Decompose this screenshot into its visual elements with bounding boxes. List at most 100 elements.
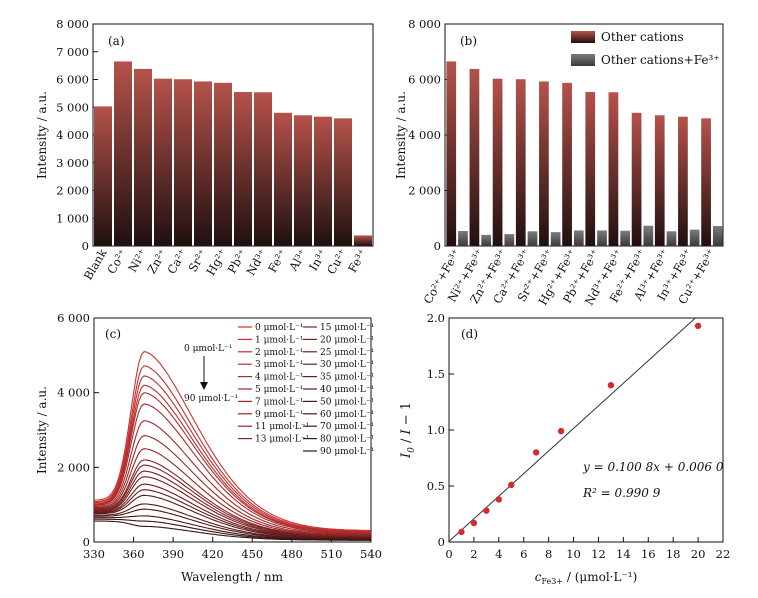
panel-c-xtick-label: 540 [360, 547, 382, 561]
panel-a-category-label: Ca²⁺ [164, 247, 189, 277]
data-point [508, 481, 515, 489]
panel-b-bar-with-fe3 [666, 231, 677, 246]
panel-b-bar-with-fe3 [527, 231, 538, 246]
emission-curve [94, 392, 371, 534]
panel-a-ytick-label: 8 000 [56, 17, 89, 31]
panel-b-ylabel: Intensity / a.u. [394, 91, 408, 179]
legend-label-with-fe3: Other cations+Fe³⁺ [601, 53, 720, 67]
panel-d-ytick-label: 0 [438, 535, 445, 549]
svg-text:cFe3+ / (μmol·L⁻¹): cFe3+ / (μmol·L⁻¹) [535, 570, 638, 586]
panel-a-ytick-label: 7 000 [56, 45, 89, 59]
panel-b-bar-with-fe3 [689, 229, 700, 246]
panel-a-category-label: Al³⁺ [286, 247, 310, 275]
panel-d-yticks: 0 0.5 1.0 1.5 2.0 [427, 311, 454, 549]
panel-c-xlabel: Wavelength / nm [181, 570, 284, 584]
panel-b-legend: Other cations Other cations+Fe³⁺ [571, 30, 720, 67]
panel-b-bar-other [562, 82, 572, 246]
panel-a-ylabel: Intensity / a.u. [35, 91, 49, 179]
panel-c-legend: 0 μmol·L⁻¹ 1 μmol·L⁻¹ 2 μmol·L⁻¹ 3 μmol·L⁻¹… [238, 323, 374, 457]
legend-label: 20 μmol·L⁻¹ [320, 335, 374, 345]
legend-label: 80 μmol·L⁻¹ [320, 435, 374, 445]
panel-b-yticks: 0 2 000 4 000 6 000 8 000 [408, 17, 450, 253]
panel-d-ylabel: I0 / I − 1 [399, 402, 417, 459]
legend-label: 90 μmol·L⁻¹ [320, 447, 374, 457]
fit-line [448, 317, 696, 542]
legend-label: 50 μmol·L⁻¹ [320, 397, 374, 407]
panel-b-ytick-label: 4 000 [408, 128, 441, 142]
panel-c-xtick-label: 480 [281, 547, 303, 561]
panel-b-bar-with-fe3 [504, 234, 515, 246]
panel-b-bar-with-fe3 [550, 232, 561, 246]
fit-r2: R² = 0.990 9 [582, 486, 661, 500]
panel-d-xtick-label: 20 [691, 547, 706, 561]
emission-curve [94, 520, 371, 541]
panel-a-yticks: 0 1 000 2 000 3 000 4 000 5 000 6 000 7 000 8 00… [56, 17, 98, 253]
panel-a-bar [194, 81, 212, 246]
panel-c-xtick-label: 510 [320, 547, 342, 561]
panel-d-ytick-label: 0.5 [427, 479, 445, 493]
legend-label: 4 μmol·L⁻¹ [255, 373, 303, 383]
panel-a-xlabels: BlankCo²⁺Ni²⁺Zn²⁺Ca²⁺Sr²⁺Hg²⁺Pb²⁺Nd³⁺Fe²… [81, 246, 370, 283]
panel-c-xtick-label: 360 [123, 547, 145, 561]
panel-b-bar-other [608, 92, 619, 246]
panel-d: (d) I0 / I − 1 cFe3+ / (μmol·L⁻¹) 0 0.5 1.… [399, 311, 730, 586]
panel-c-xtick-label: 450 [241, 547, 263, 561]
panel-c-xticks: 330 360 390 420 450 480 510 540 [83, 537, 382, 561]
panel-d-xtick-label: 8 [545, 547, 552, 561]
legend-label: 60 μmol·L⁻¹ [320, 410, 374, 420]
emission-curve [94, 403, 371, 534]
panel-a-bar [134, 68, 152, 246]
panel-b-label: (b) [460, 34, 477, 48]
legend-label-other-cations: Other cations [601, 30, 684, 44]
panel-b: (b) Intensity / a.u. Other cations Other… [394, 17, 724, 308]
emission-curve [94, 448, 371, 537]
legend-label: 3 μmol·L⁻¹ [255, 360, 303, 370]
panel-a-bar [114, 61, 132, 247]
panel-a-bar [214, 82, 232, 246]
legend-label: 7 μmol·L⁻¹ [255, 397, 303, 407]
panel-d-xtick-label: 12 [591, 547, 606, 561]
panel-a-bar [294, 115, 312, 246]
legend-label: 40 μmol·L⁻¹ [320, 385, 374, 395]
panel-d-ytick-label: 2.0 [427, 311, 445, 325]
panel-a-bar [154, 78, 172, 246]
data-point [483, 507, 490, 514]
panel-b-ytick-label: 0 [434, 239, 441, 253]
panel-a-category-label: Hg²⁺ [203, 247, 229, 278]
panel-a-bar [314, 116, 332, 246]
panel-d-xtick-label: 10 [566, 547, 581, 561]
panel-c-ytick-label: 4 000 [57, 386, 90, 400]
legend-label: 25 μmol·L⁻¹ [320, 348, 374, 358]
panel-a-ytick-label: 1 000 [56, 211, 89, 225]
panel-b-bars [446, 61, 723, 247]
panel-b-bar-with-fe3 [597, 230, 607, 246]
panel-d-xtick-label: 4 [495, 547, 502, 561]
panel-d-xtick-label: 16 [641, 547, 656, 561]
legend-label: 2 μmol·L⁻¹ [255, 348, 303, 358]
panel-c-curves [94, 350, 371, 541]
legend-label: 11 μmol·L⁻¹ [255, 422, 309, 432]
panel-b-bar-other [469, 68, 480, 246]
emission-curve [94, 435, 371, 536]
panel-a-ytick-label: 3 000 [56, 156, 89, 170]
panel-d-label: (d) [461, 327, 478, 341]
panel-b-bar-with-fe3 [573, 230, 584, 246]
panel-d-xticks: 0 2 4 6 8 10 12 14 16 18 20 22 [445, 537, 730, 561]
panel-b-bar-with-fe3 [620, 230, 631, 246]
panel-c-xtick-label: 390 [162, 547, 184, 561]
panel-b-xlabels: Co²⁺+Fe³⁺Ni²⁺+Fe³⁺Zn²⁺+Fe³⁺Ca²⁺+Fe³⁺Sr²⁺… [421, 246, 718, 307]
panel-a-bar [254, 92, 272, 246]
panel-d-xlabel: cFe3+ / (μmol·L⁻¹) [535, 570, 638, 586]
panel-c-xtick-label: 330 [83, 547, 105, 561]
panel-b-bar-other [585, 91, 596, 246]
panel-b-bar-with-fe3 [712, 226, 723, 246]
panel-d-ytick-label: 1.0 [427, 423, 445, 437]
legend-label: 15 μmol·L⁻¹ [320, 323, 374, 333]
panel-c-ytick-label: 6 000 [57, 311, 90, 325]
panel-c-ylabel: Intensity / a.u. [35, 386, 49, 474]
panel-a: (a) Intensity / a.u. 0 1 000 2 000 3 000 4 0… [35, 17, 374, 283]
panel-a-bar [94, 106, 112, 246]
panel-b-bar-other [446, 61, 457, 247]
panel-d-xtick-label: 18 [666, 547, 681, 561]
